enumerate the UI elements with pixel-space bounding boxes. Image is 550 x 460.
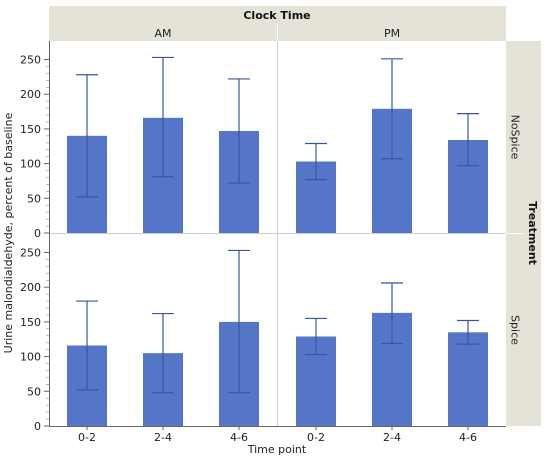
y-tick-label: 100	[20, 351, 41, 364]
y-tick-label: 250	[20, 247, 41, 260]
y-tick-label: 100	[20, 158, 41, 171]
x-tick-label: 4-6	[230, 431, 248, 444]
row-strip-spice	[506, 234, 523, 426]
column-label-am: AM	[154, 27, 171, 40]
y-tick-label: 0	[34, 420, 41, 433]
treatment-strip	[523, 41, 541, 426]
treatment-title: Treatment	[526, 201, 539, 265]
y-axis-title: Urine malondialdehyde, percent of baseli…	[2, 112, 15, 353]
x-tick-label: 0-2	[78, 431, 96, 444]
x-tick-label: 2-4	[383, 431, 401, 444]
y-tick-label: 200	[20, 88, 41, 101]
chart-marks: 0 50 100 150 200 250 0 50 100 150 200 250 0-2 2-4 4-6 0…	[20, 54, 488, 444]
bar-spice-pm-4-6	[448, 332, 488, 426]
y-tick-label: 0	[34, 227, 41, 240]
row-label-nospice: NoSpice	[509, 115, 522, 160]
y-tick-label: 150	[20, 123, 41, 136]
y-tick-label: 200	[20, 281, 41, 294]
column-strip-am	[49, 24, 277, 41]
x-tick-label: 0-2	[307, 431, 325, 444]
x-tick-label: 2-4	[154, 431, 172, 444]
row-label-spice: Spice	[509, 315, 522, 345]
y-tick-label: 50	[27, 192, 41, 205]
column-label-pm: PM	[384, 27, 400, 40]
x-tick-label: 4-6	[459, 431, 477, 444]
y-tick-label: 50	[27, 385, 41, 398]
y-tick-label: 150	[20, 316, 41, 329]
y-tick-label: 250	[20, 54, 41, 67]
column-strip-pm	[278, 24, 506, 41]
row-strip-nospice	[506, 41, 523, 233]
x-axis-title: Time point	[247, 443, 307, 456]
clock-time-strip	[49, 6, 506, 24]
clock-time-title: Clock Time	[243, 9, 310, 22]
